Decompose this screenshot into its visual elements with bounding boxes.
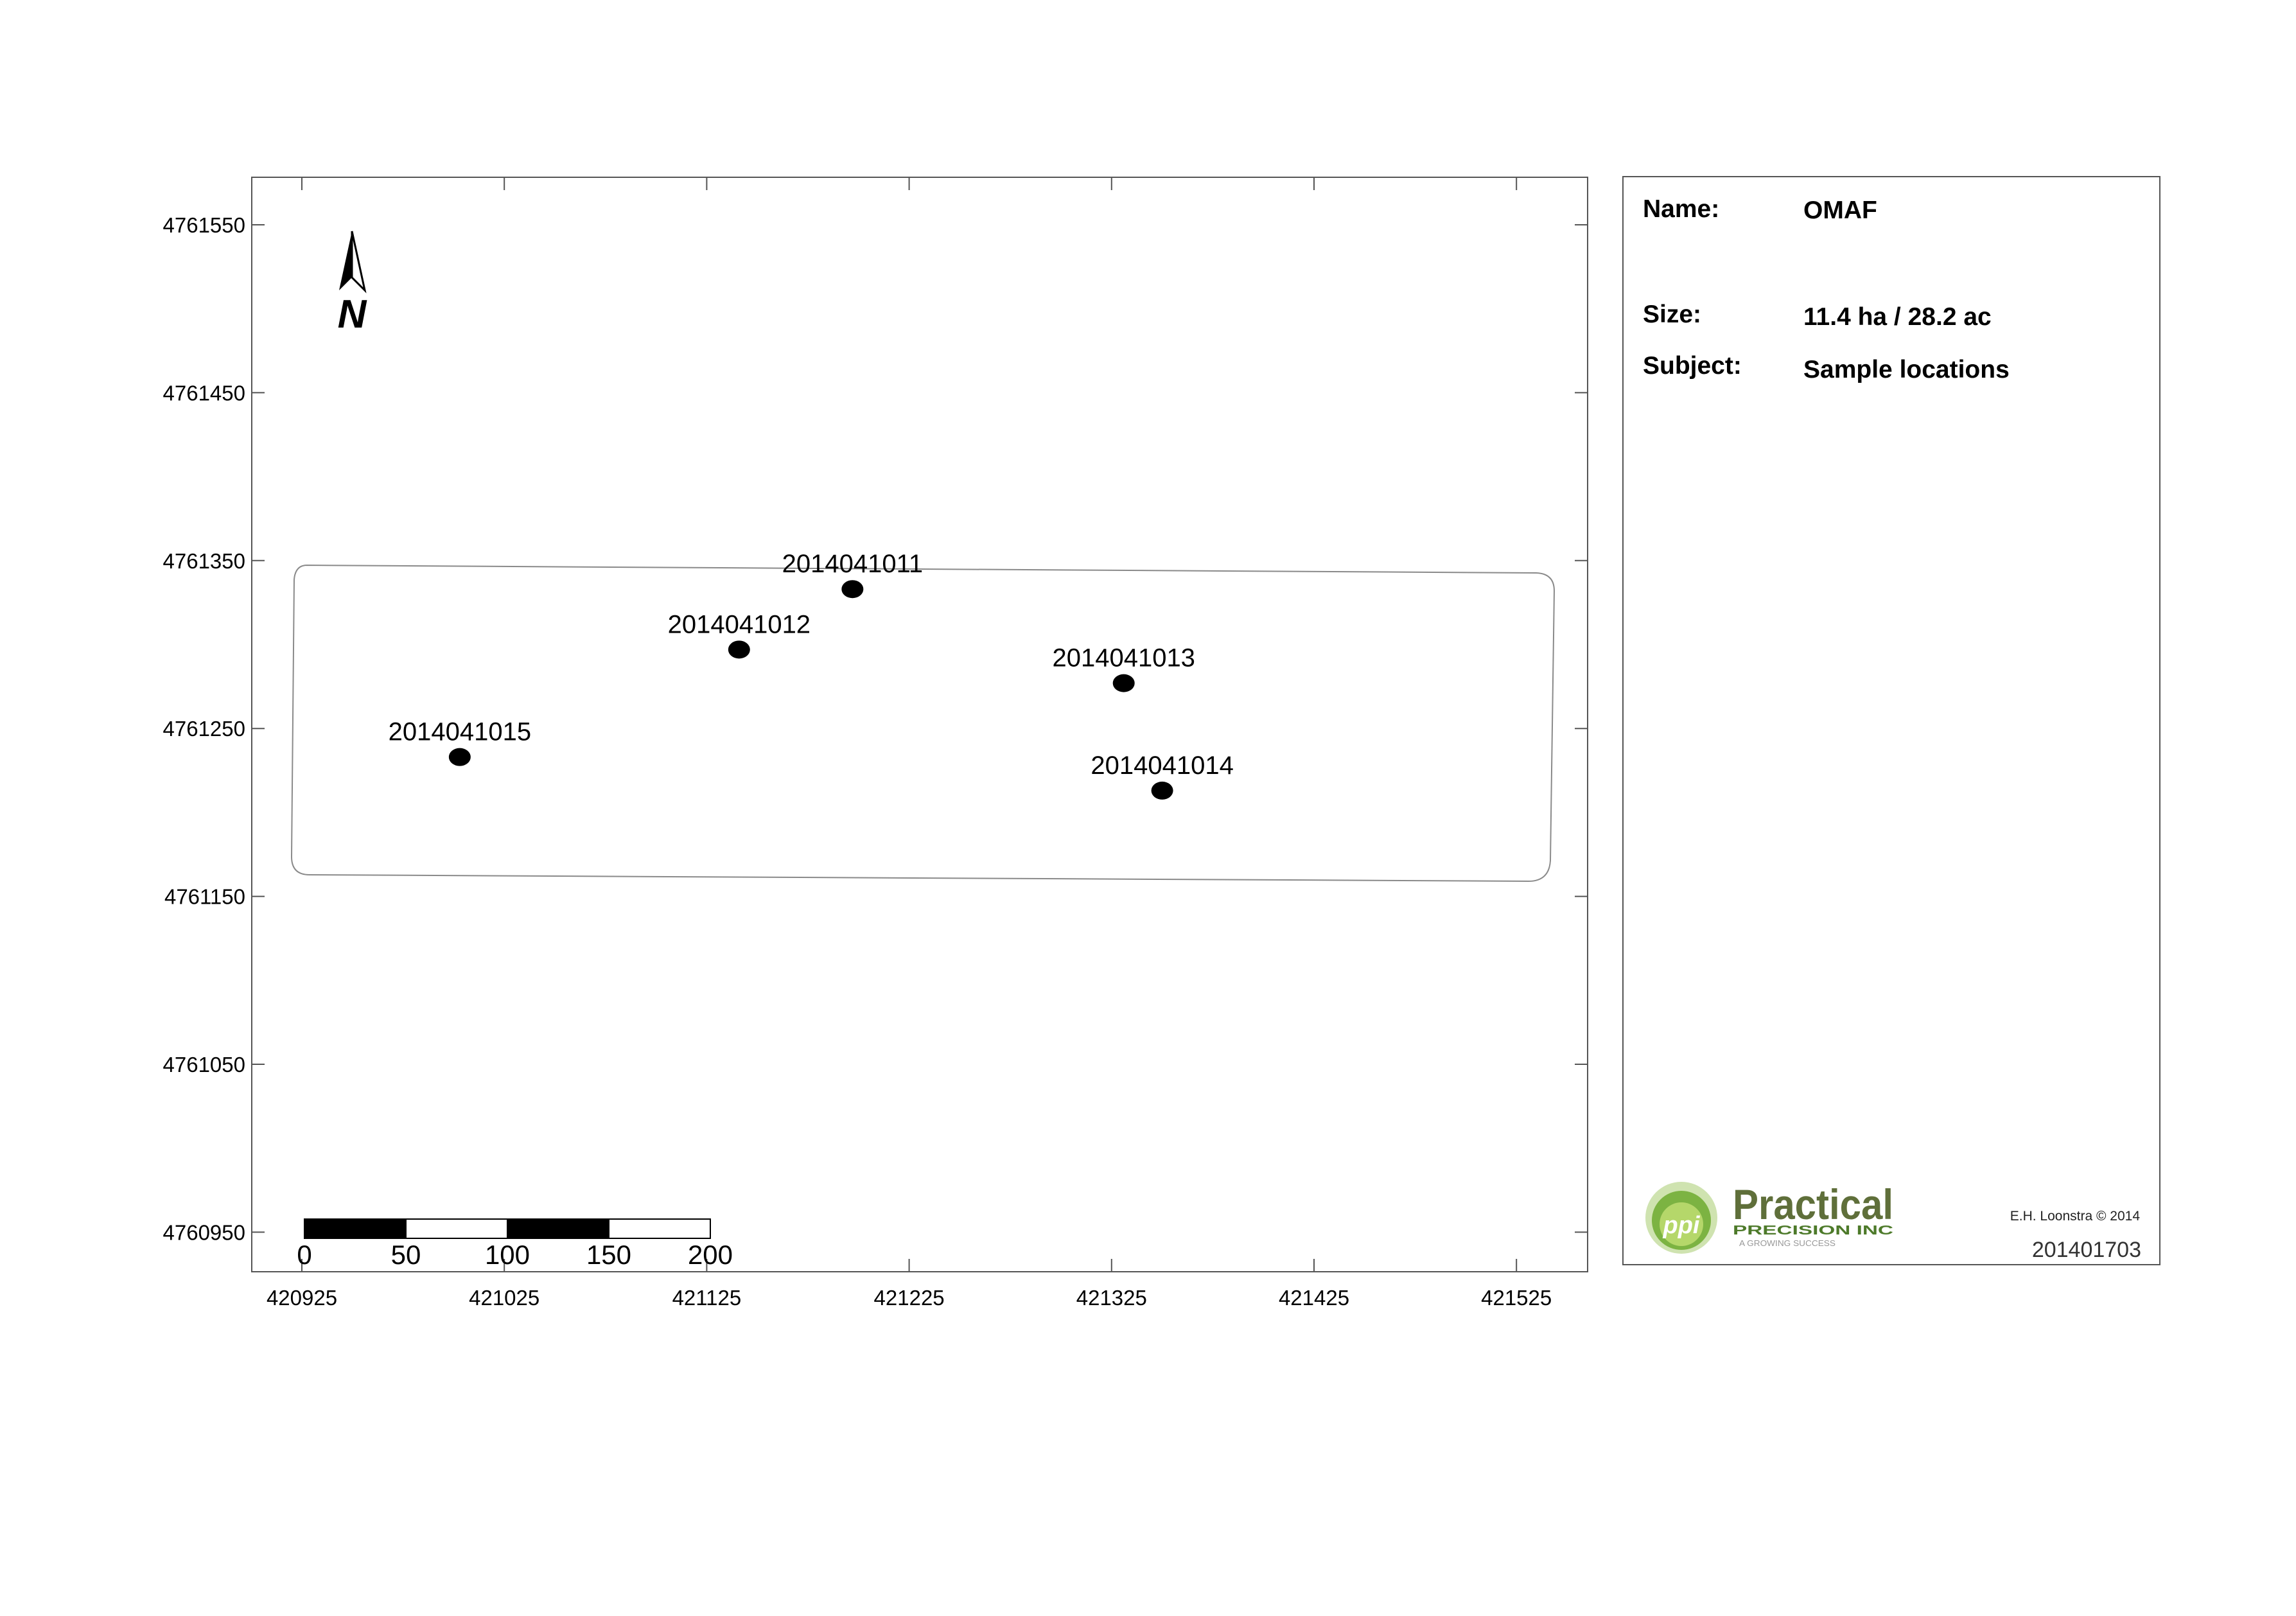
sample-point-marker[interactable]: [728, 640, 750, 659]
size-label: Size:: [1643, 301, 1702, 328]
y-tick-label: 4761550: [163, 213, 245, 237]
y-tick-label: 4761050: [163, 1053, 245, 1076]
sample-points: 2014041011 2014041012 2014041013 2014041014…: [389, 550, 1234, 800]
sample-point-marker[interactable]: [841, 580, 864, 599]
job-number: 201401703: [2031, 1238, 2141, 1262]
logo-mark: ppi: [1663, 1212, 1701, 1239]
y-tick-label: 4761150: [164, 885, 245, 909]
scale-bar-label: 150: [586, 1240, 631, 1270]
map-border: [251, 177, 1588, 1272]
sample-point-label: 2014041015: [389, 718, 531, 746]
x-tick-label: 420925: [267, 1286, 337, 1310]
x-tick-label: 421225: [874, 1286, 945, 1310]
logo-tagline: A GROWING SUCCESS: [1739, 1238, 1836, 1248]
scale-bar: 0 50 100 150 200: [297, 1218, 733, 1270]
sample-point-marker[interactable]: [448, 748, 471, 766]
company-logo: ppi Practical PRECISION INC A GROWING SU…: [1645, 1181, 1893, 1254]
x-tick-label: 421025: [469, 1286, 539, 1310]
y-tick-label: 4760950: [163, 1220, 245, 1244]
sample-point-label: 2014041014: [1091, 751, 1233, 780]
y-tick-label: 4761250: [163, 717, 245, 741]
scale-bar-labels: 0 50 100 150 200: [297, 1240, 733, 1270]
y-tick-label: 4761450: [163, 381, 245, 405]
scale-bar-label: 0: [297, 1240, 311, 1270]
x-tick-label: 421125: [672, 1286, 742, 1310]
x-tick-label: 421325: [1076, 1286, 1147, 1310]
logo-main-text: Practical: [1733, 1181, 1893, 1228]
x-tick-label: 421425: [1279, 1286, 1349, 1310]
sample-point-label: 2014041013: [1052, 644, 1195, 672]
sample-point-marker[interactable]: [1112, 674, 1135, 692]
name-label: Name:: [1643, 195, 1720, 223]
x-axis: 420925 421025 421125 421225 421325 421425 4215…: [267, 177, 1552, 1310]
scale-bar-label: 200: [688, 1240, 733, 1270]
info-panel: Name: OMAF Size: 11.4 ha / 28.2 ac Subje…: [1622, 176, 2160, 1265]
y-tick-label: 4761350: [163, 549, 245, 573]
y-axis: 4761550 4761450 4761350 4761250 4761150 47610…: [163, 213, 1588, 1244]
north-label: N: [338, 292, 367, 337]
x-tick-label: 421525: [1481, 1286, 1552, 1310]
credit-text: E.H. Loonstra © 2014: [2010, 1209, 2140, 1224]
logo-sub-text: PRECISION INC: [1733, 1224, 1893, 1238]
sample-point-label: 2014041011: [782, 550, 924, 578]
size-value: 11.4 ha / 28.2 ac: [1803, 303, 1992, 331]
map-frame: 4761550 4761450 4761350 4761250 4761150 47610…: [163, 177, 1588, 1310]
scale-bar-label: 100: [485, 1240, 530, 1270]
field-boundary: [290, 564, 1555, 883]
north-arrow-icon: N: [338, 231, 367, 337]
sample-point-label: 2014041012: [668, 610, 811, 638]
subject-value: Sample locations: [1803, 356, 2010, 383]
subject-label: Subject:: [1643, 352, 1742, 380]
scale-bar-label: 50: [391, 1240, 421, 1270]
name-value: OMAF: [1803, 197, 1877, 224]
sample-point-marker[interactable]: [1151, 781, 1173, 800]
